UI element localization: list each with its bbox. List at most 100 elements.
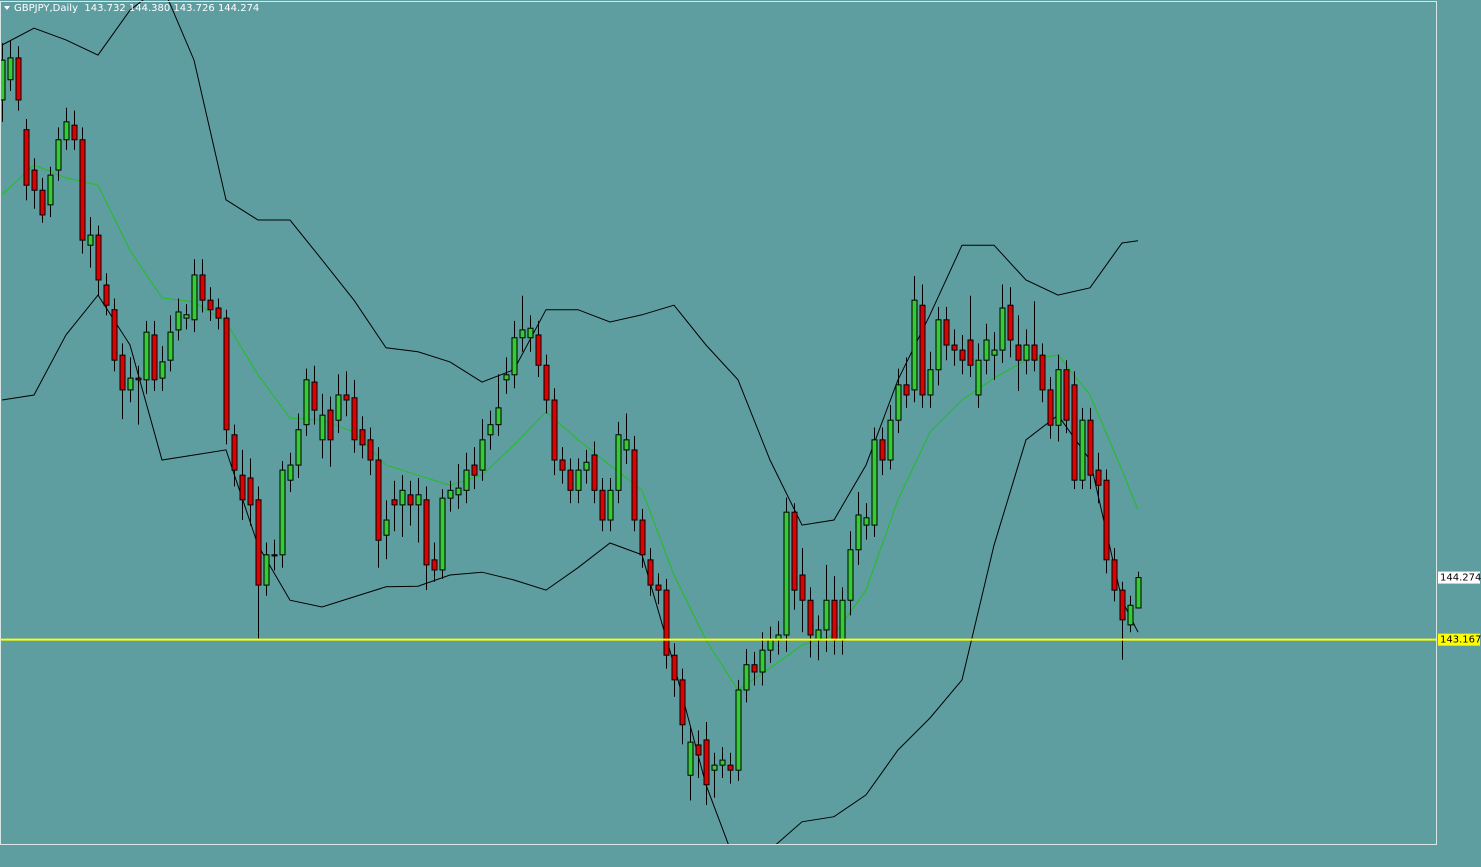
candle-body — [695, 744, 702, 756]
candle-body — [839, 599, 846, 641]
candle-body — [383, 519, 390, 536]
hline-label-box — [1438, 633, 1480, 646]
candle-body — [1087, 419, 1094, 476]
candle-body — [79, 139, 86, 241]
candle-body — [687, 741, 694, 776]
candle-body — [1063, 369, 1070, 421]
candle-body — [831, 599, 838, 641]
candle-body — [975, 359, 982, 396]
menu-triangle — [4, 6, 10, 10]
candle-body — [591, 454, 598, 491]
candle-body — [639, 519, 646, 556]
candle-body — [375, 459, 382, 541]
candle-body — [631, 449, 638, 521]
candle-body — [503, 374, 510, 381]
candle-body — [1031, 344, 1038, 361]
candle-body — [47, 174, 54, 206]
band-line — [1, 294, 1139, 845]
candle-body — [335, 394, 342, 421]
candle-body — [1055, 369, 1062, 426]
candle-body — [367, 439, 374, 461]
band-line — [1, 0, 1139, 526]
candle-body — [847, 549, 854, 601]
last-price-box — [1438, 571, 1480, 584]
candle-body — [415, 494, 422, 506]
candle-body — [967, 339, 974, 366]
candle-body — [495, 407, 502, 426]
candle-body — [407, 494, 414, 506]
candle-body — [991, 349, 998, 356]
candle-body — [623, 439, 630, 451]
candle-body — [807, 599, 814, 636]
candle-body — [751, 664, 758, 673]
candle-body — [727, 764, 734, 771]
candle-body — [271, 554, 278, 557]
axis-layer: 143.167 144.274 — [1438, 571, 1481, 646]
candle-body — [767, 639, 774, 651]
candle-body — [191, 274, 198, 321]
candle-body — [679, 679, 686, 726]
candle-body — [0, 59, 6, 101]
candle-body — [207, 299, 214, 311]
candle-body — [927, 369, 934, 396]
candle-body — [399, 489, 406, 506]
candle-body — [527, 327, 534, 339]
candle-body — [1039, 354, 1046, 391]
candle-body — [919, 304, 926, 396]
candle-body — [703, 739, 710, 786]
candle-body — [15, 57, 22, 101]
candle-body — [343, 394, 350, 401]
candle-body — [575, 469, 582, 491]
candle-body — [231, 434, 238, 471]
candle-body — [479, 439, 486, 471]
candle-body — [655, 584, 662, 591]
candle-body — [7, 57, 14, 81]
candle-body — [111, 309, 118, 361]
candle-body — [287, 464, 294, 481]
candle-body — [615, 434, 622, 491]
candle-body — [471, 464, 478, 476]
candle-body — [103, 284, 110, 306]
candle-body — [119, 354, 126, 391]
candle-body — [455, 487, 462, 496]
candle-body — [583, 461, 590, 471]
candle-body — [559, 459, 566, 471]
candle-body — [247, 477, 254, 506]
candle-body — [943, 319, 950, 346]
candle-body — [439, 497, 446, 571]
candle-body — [255, 499, 262, 586]
candle-body — [535, 334, 542, 366]
candle-body — [719, 759, 726, 766]
candle-body — [351, 397, 358, 441]
candle-body — [327, 409, 334, 441]
candle-body — [239, 474, 246, 501]
candle-body — [999, 307, 1006, 351]
candle-body — [1015, 344, 1022, 361]
candle-body — [863, 517, 870, 526]
candle-body — [151, 334, 158, 381]
candle-body — [567, 469, 574, 491]
candle-body — [647, 559, 654, 586]
candle-body — [823, 599, 830, 631]
candle-body — [1103, 479, 1110, 561]
candle-body — [711, 764, 718, 771]
candle-body — [71, 124, 78, 141]
candle-body — [887, 419, 894, 461]
candle-body — [959, 349, 966, 361]
candle-body — [319, 414, 326, 441]
last-price-label: 144.274 — [1440, 573, 1481, 584]
candle-body — [423, 499, 430, 566]
candle-body — [1095, 469, 1102, 486]
candle-body — [303, 379, 310, 426]
candle-body — [935, 319, 942, 371]
candle-body — [663, 589, 670, 656]
plot-frame — [0, 1, 1437, 845]
candle-body — [815, 629, 822, 641]
candle-body — [791, 511, 798, 591]
candle-body — [1071, 384, 1078, 481]
candle-body — [911, 299, 918, 391]
candle-body — [735, 689, 742, 771]
candle-body — [607, 489, 614, 521]
